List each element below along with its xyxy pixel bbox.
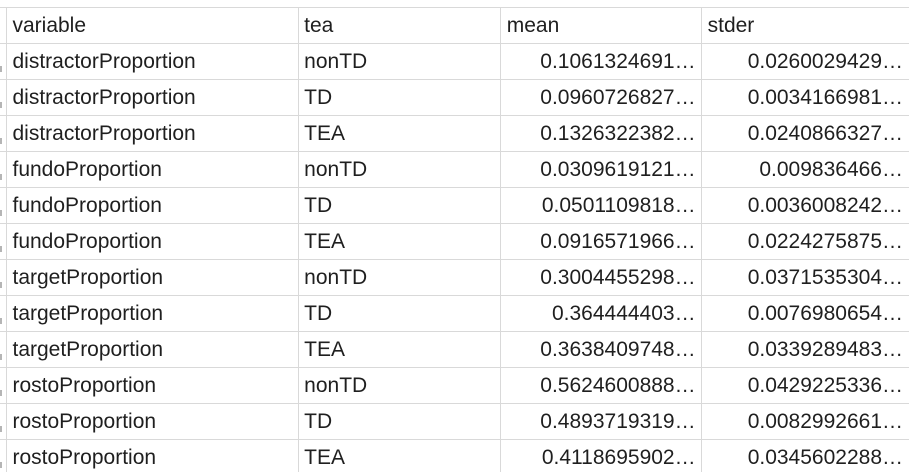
cell-tea[interactable]: TEA	[298, 223, 501, 260]
cell-mean[interactable]: 0.4893719319…	[499, 403, 702, 440]
row-header[interactable]	[0, 223, 8, 260]
row-header[interactable]	[0, 439, 8, 472]
row-marker	[0, 246, 2, 252]
row-header[interactable]	[0, 295, 8, 332]
table-row[interactable]: distractorProportion nonTD 0.1061324691… 0.…	[0, 43, 909, 80]
cell-stder[interactable]: 0.0034166981…	[700, 79, 909, 116]
table-row[interactable]: rostoProportion nonTD 0.5624600888… 0.04292…	[0, 367, 909, 404]
cell-stder[interactable]: 0.0224275875…	[700, 223, 909, 260]
cell-variable[interactable]: targetProportion	[6, 331, 300, 368]
cell-variable[interactable]: fundoProportion	[6, 223, 300, 260]
row-header[interactable]	[0, 115, 8, 152]
cell-stder[interactable]: 0.0240866327…	[700, 115, 909, 152]
data-table: variable tea mean stder distractorPropor…	[0, 7, 909, 472]
table-row[interactable]: rostoProportion TEA 0.4118695902… 0.0345602…	[0, 439, 909, 472]
cell-mean[interactable]: 0.0501109818…	[499, 187, 702, 224]
column-header-mean[interactable]: mean	[499, 7, 702, 44]
cell-tea[interactable]: TEA	[298, 331, 501, 368]
column-header-variable[interactable]: variable	[6, 7, 300, 44]
header-row: variable tea mean stder	[0, 7, 909, 44]
cell-variable[interactable]: rostoProportion	[6, 439, 300, 472]
cell-mean[interactable]: 0.0309619121…	[499, 151, 702, 188]
table-row[interactable]: targetProportion TEA 0.3638409748… 0.033928…	[0, 331, 909, 368]
row-header[interactable]	[0, 187, 8, 224]
cell-mean[interactable]: 0.3004455298…	[499, 259, 702, 296]
cell-stder[interactable]: 0.0076980654…	[700, 295, 909, 332]
cell-stder[interactable]: 0.0036008242…	[700, 187, 909, 224]
cell-tea[interactable]: nonTD	[298, 151, 501, 188]
cell-tea[interactable]: nonTD	[298, 259, 501, 296]
row-marker	[0, 462, 2, 468]
table-row[interactable]: targetProportion TD 0.364444403… 0.00769806…	[0, 295, 909, 332]
row-marker	[0, 282, 2, 288]
row-marker	[0, 102, 2, 108]
cell-variable[interactable]: rostoProportion	[6, 403, 300, 440]
table-row[interactable]: fundoProportion nonTD 0.0309619121… 0.00983…	[0, 151, 909, 188]
cell-tea[interactable]: TD	[298, 295, 501, 332]
row-header[interactable]	[0, 151, 8, 188]
cell-variable[interactable]: fundoProportion	[6, 151, 300, 188]
row-marker	[0, 138, 2, 144]
row-header[interactable]	[0, 331, 8, 368]
cell-tea[interactable]: TEA	[298, 115, 501, 152]
table-row[interactable]: distractorProportion TD 0.0960726827… 0.003…	[0, 79, 909, 116]
cell-variable[interactable]: fundoProportion	[6, 187, 300, 224]
cell-tea[interactable]: TEA	[298, 439, 501, 472]
cell-tea[interactable]: nonTD	[298, 43, 501, 80]
cell-mean[interactable]: 0.4118695902…	[499, 439, 702, 472]
row-marker	[0, 318, 2, 324]
table-row[interactable]: fundoProportion TD 0.0501109818… 0.00360082…	[0, 187, 909, 224]
column-header-stder[interactable]: stder	[700, 7, 909, 44]
cell-stder[interactable]: 0.0345602288…	[700, 439, 909, 472]
cell-mean[interactable]: 0.1061324691…	[499, 43, 702, 80]
cell-variable[interactable]: targetProportion	[6, 295, 300, 332]
cell-mean[interactable]: 0.0916571966…	[499, 223, 702, 260]
row-marker	[0, 210, 2, 216]
top-gutter	[0, 0, 910, 7]
row-marker	[0, 66, 2, 72]
cell-mean[interactable]: 0.5624600888…	[499, 367, 702, 404]
cell-tea[interactable]: TD	[298, 79, 501, 116]
column-header-tea[interactable]: tea	[298, 7, 501, 44]
cell-mean[interactable]: 0.364444403…	[499, 295, 702, 332]
table-row[interactable]: rostoProportion TD 0.4893719319… 0.00829926…	[0, 403, 909, 440]
cell-stder[interactable]: 0.0371535304…	[700, 259, 909, 296]
table-row[interactable]: targetProportion nonTD 0.3004455298… 0.0371…	[0, 259, 909, 296]
row-header[interactable]	[0, 43, 8, 80]
table-row[interactable]: distractorProportion TEA 0.1326322382… 0.02…	[0, 115, 909, 152]
cell-variable[interactable]: distractorProportion	[6, 79, 300, 116]
row-header[interactable]	[0, 403, 8, 440]
cell-tea[interactable]: TD	[298, 187, 501, 224]
table-row[interactable]: fundoProportion TEA 0.0916571966… 0.0224275…	[0, 223, 909, 260]
cell-mean[interactable]: 0.3638409748…	[499, 331, 702, 368]
row-header[interactable]	[0, 79, 8, 116]
cell-stder[interactable]: 0.009836466…	[700, 151, 909, 188]
row-marker	[0, 354, 2, 360]
cell-stder[interactable]: 0.0339289483…	[700, 331, 909, 368]
row-marker	[0, 174, 2, 180]
cell-variable[interactable]: distractorProportion	[6, 43, 300, 80]
cell-variable[interactable]: targetProportion	[6, 259, 300, 296]
row-header[interactable]	[0, 259, 8, 296]
cell-stder[interactable]: 0.0082992661…	[700, 403, 909, 440]
row-header[interactable]	[0, 7, 8, 44]
cell-mean[interactable]: 0.1326322382…	[499, 115, 702, 152]
cell-stder[interactable]: 0.0260029429…	[700, 43, 909, 80]
row-header[interactable]	[0, 367, 8, 404]
cell-variable[interactable]: rostoProportion	[6, 367, 300, 404]
cell-mean[interactable]: 0.0960726827…	[499, 79, 702, 116]
cell-tea[interactable]: nonTD	[298, 367, 501, 404]
row-marker	[0, 426, 2, 432]
cell-stder[interactable]: 0.0429225336…	[700, 367, 909, 404]
cell-tea[interactable]: TD	[298, 403, 501, 440]
cell-variable[interactable]: distractorProportion	[6, 115, 300, 152]
row-marker	[0, 390, 2, 396]
